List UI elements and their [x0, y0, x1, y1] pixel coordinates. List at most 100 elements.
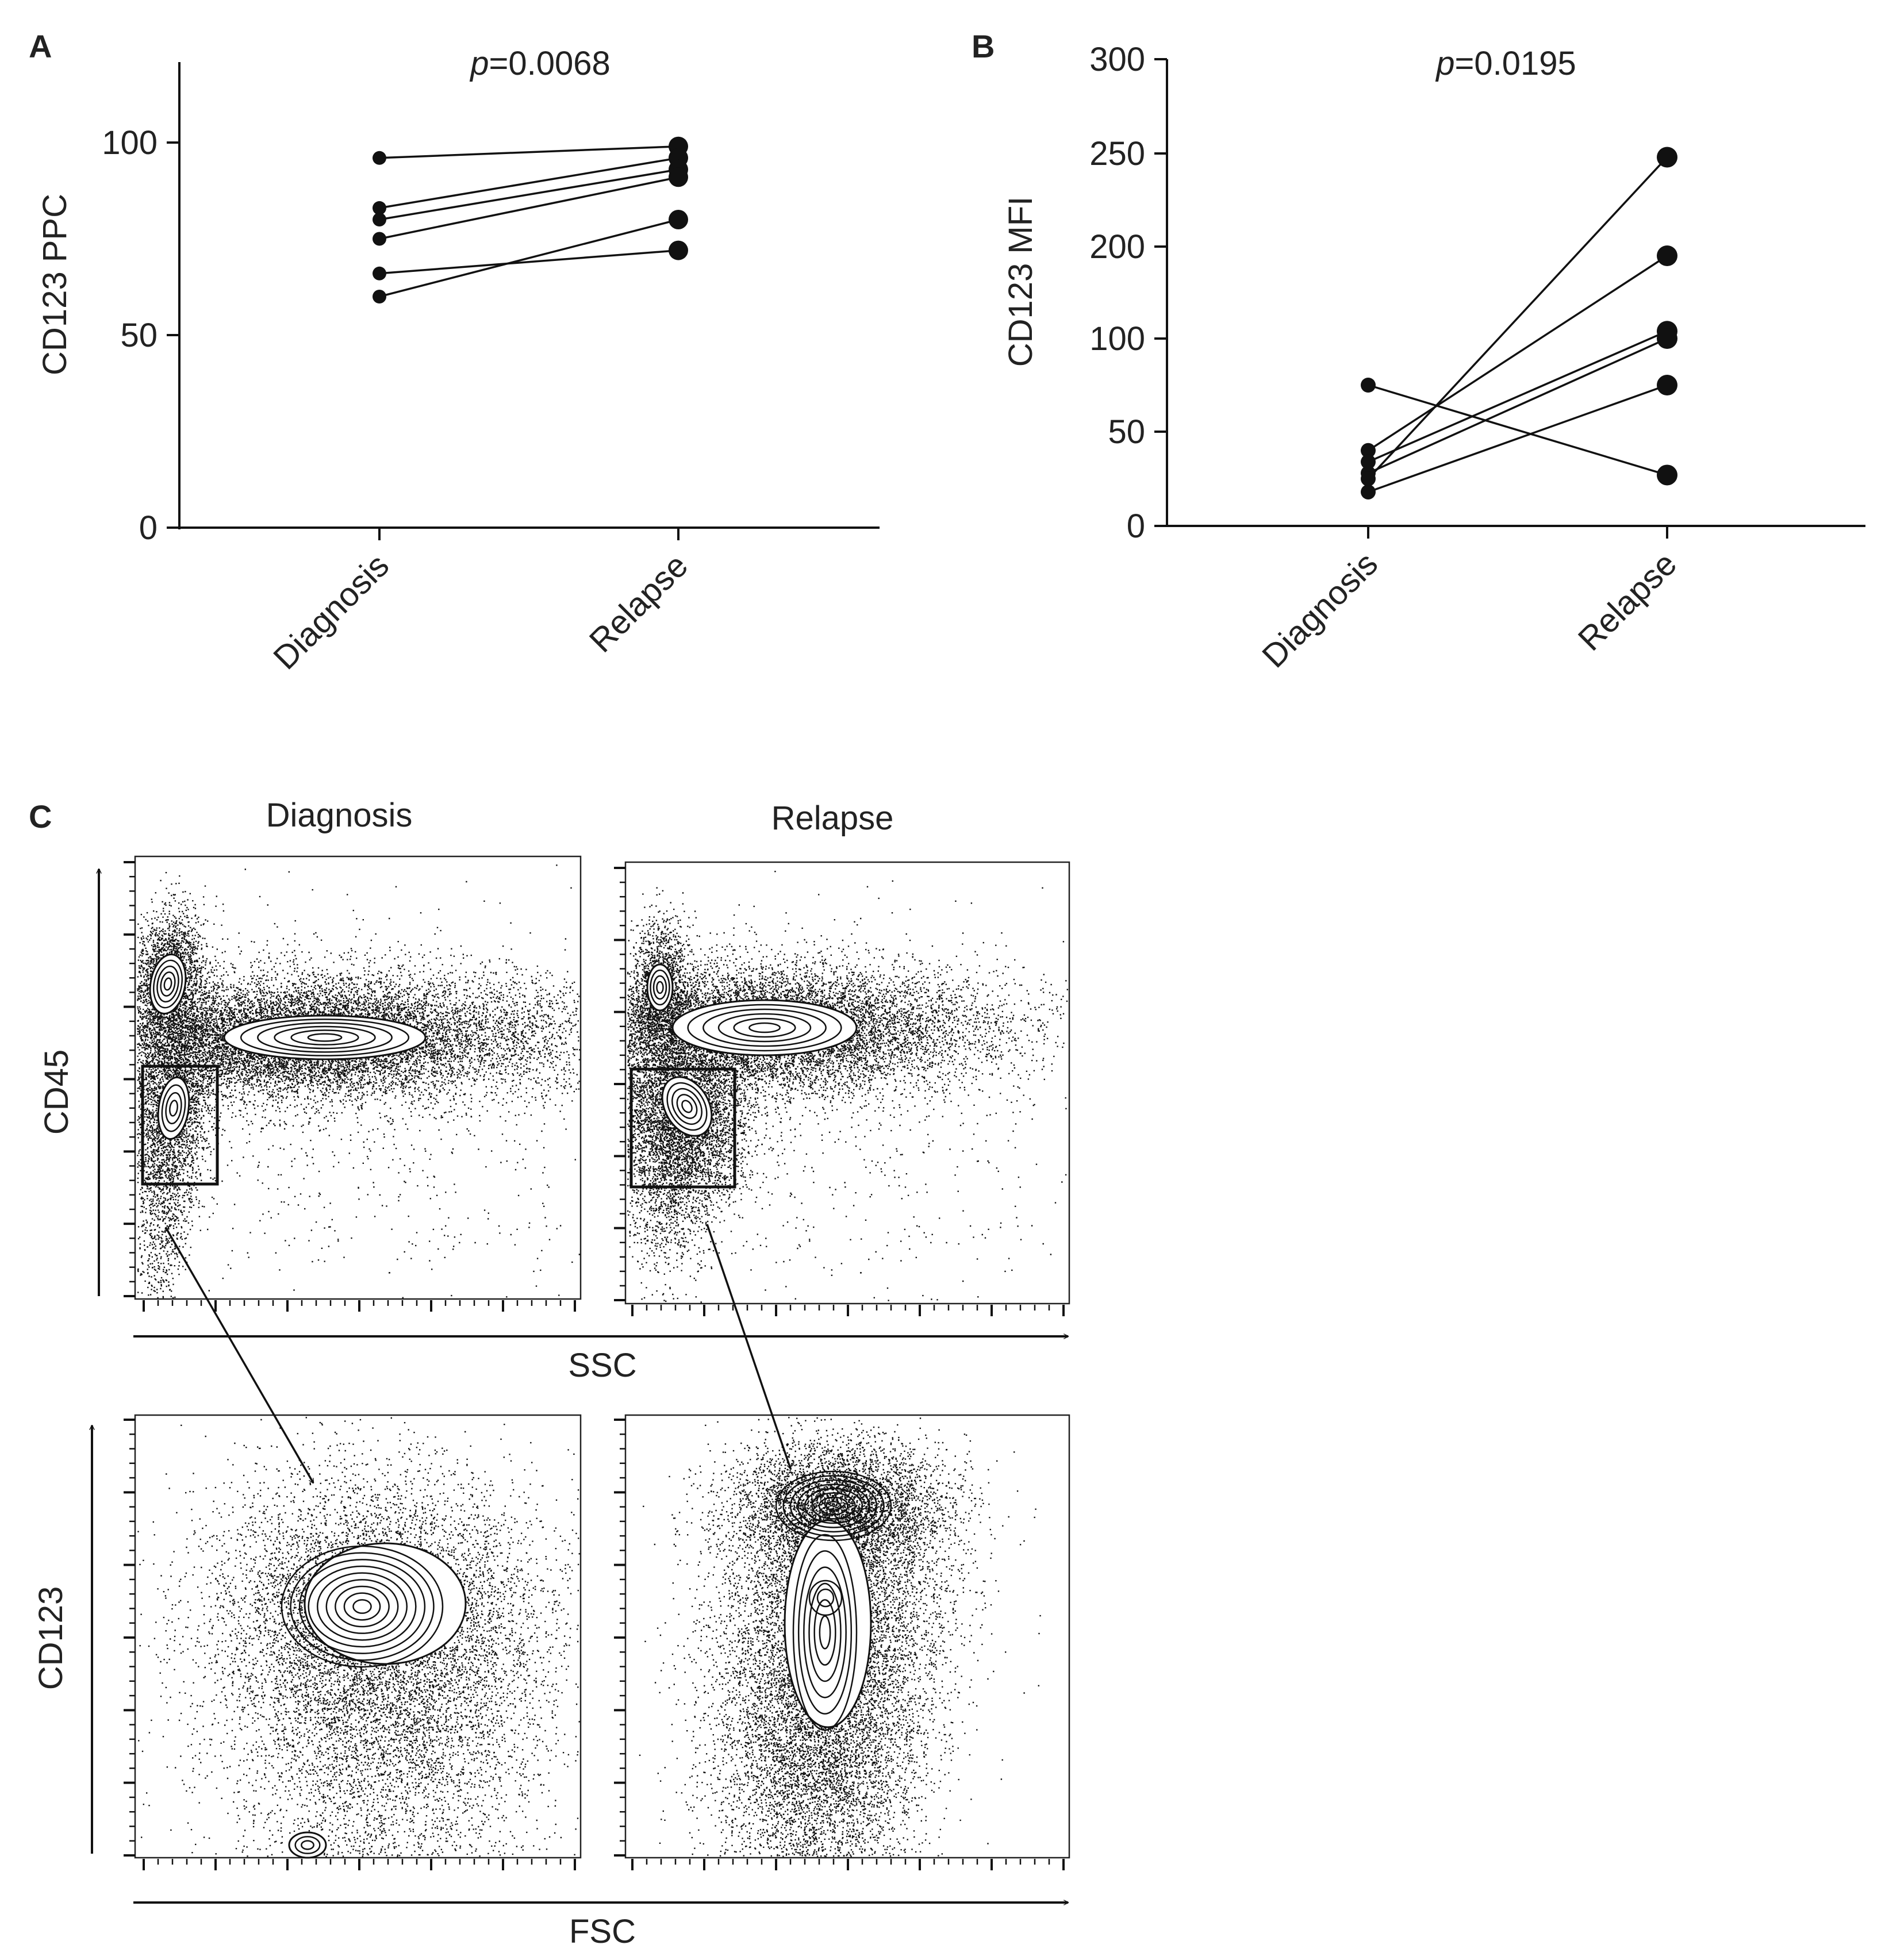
event-dots [627, 912, 1068, 1178]
b-ytick-label: 0 [1127, 508, 1145, 545]
panel-b-points [1361, 147, 1677, 499]
event-dots [669, 1417, 1036, 1643]
a-point-diagnosis [373, 213, 386, 226]
contour-relapse-lymph [650, 969, 670, 1006]
plot-diagnosis-cd45-ssc [134, 855, 582, 1300]
contour-relapse-cd123-tail [797, 1550, 853, 1715]
b-series-line [1368, 337, 1668, 474]
event-dots [644, 1500, 1039, 1857]
panel-c: C Diagnosis Relapse CD45 SSC CD123 FSC [29, 797, 1070, 1950]
contour-relapse-cd123-mid [808, 1579, 843, 1616]
fsc-axis-label: FSC [569, 1913, 636, 1950]
b-ytick-label: 250 [1089, 135, 1145, 172]
panel-b-x-ticks: Diagnosis Relapse [1255, 526, 1684, 675]
b-category-label: Diagnosis [1255, 545, 1385, 675]
panel-a-x-ticks: Diagnosis Relapse [266, 528, 695, 677]
contour-relapse-cd123-high [797, 1484, 870, 1528]
contour-relapse-cd123-high [826, 1501, 842, 1511]
panel-b-letter: B [972, 28, 995, 64]
ssc-axis-label: SSC [568, 1347, 636, 1384]
b-point-relapse [1657, 375, 1677, 395]
a-series-line [379, 249, 679, 275]
contour-diagnosis-cd123 [343, 1592, 381, 1621]
panel-c-contours [149, 954, 892, 1859]
b-point-diagnosis [1361, 454, 1376, 470]
contour-diagnosis-cd123 [316, 1572, 408, 1641]
contour-diagnosis-blast [157, 1077, 190, 1140]
panel-c-title-diagnosis: Diagnosis [266, 797, 413, 834]
contour-diagnosis-cd123 [290, 1552, 435, 1661]
b-ytick-label: 50 [1108, 413, 1145, 451]
panel-a-pvalue: p=0.0068 [469, 45, 611, 82]
cd123-axis-label: CD123 [32, 1586, 70, 1690]
b-point-relapse [1657, 328, 1677, 349]
panel-b-pvalue: p=0.0195 [1435, 45, 1576, 82]
contour-relapse-blast [661, 1076, 713, 1137]
contour-relapse-blast [681, 1100, 693, 1113]
panel-b-pvalue-num: =0.0195 [1454, 45, 1576, 82]
panel-a-y-ticks: 0 50 100 [102, 124, 179, 547]
b-ytick-label: 200 [1089, 228, 1145, 266]
contour-diagnosis-debris [288, 1831, 327, 1859]
b-series-line [1367, 156, 1668, 480]
panel-c-title-relapse: Relapse [771, 800, 894, 837]
a-point-diagnosis [373, 151, 386, 165]
contour-relapse-myeloid [733, 1017, 796, 1038]
contour-relapse-blast [666, 1082, 708, 1131]
contour-diagnosis-cd123 [298, 1559, 426, 1654]
a-series-line [379, 176, 679, 240]
contour-diagnosis-cd123 [325, 1579, 399, 1634]
panel-a-points [373, 136, 688, 303]
contour-relapse-myeloid [671, 999, 858, 1056]
contour-relapse-blast [671, 1087, 702, 1125]
contour-diagnosis-blast [165, 1092, 182, 1125]
b-category-label: Relapse [1571, 545, 1684, 658]
b-series-line [1368, 384, 1668, 476]
b-ytick-label: 100 [1089, 320, 1145, 358]
panel-a: A p=0.0068 CD123 PPC 0 50 100 Diagnosis Rel… [29, 28, 880, 677]
contour-diagnosis-cd123 [308, 1565, 417, 1648]
event-dots [627, 978, 801, 1275]
gate-relapse-blasts [629, 1067, 736, 1189]
a-point-relapse [669, 210, 688, 229]
contour-diagnosis-cd123 [352, 1599, 372, 1614]
contour-relapse-myeloid [702, 1008, 827, 1047]
b-point-relapse [1657, 245, 1677, 266]
panel-b-ylabel: CD123 MFI [1002, 197, 1039, 367]
contour-diagnosis-myeloid [274, 1025, 376, 1050]
panel-c-letter: C [29, 798, 52, 835]
a-point-diagnosis [373, 232, 386, 246]
b-point-diagnosis [1361, 378, 1376, 393]
panel-a-ylabel: CD123 PPC [36, 194, 74, 375]
contour-relapse-myeloid [717, 1013, 812, 1043]
contour-relapse-cd123-high [789, 1479, 878, 1533]
b-point-diagnosis [1361, 443, 1376, 458]
a-series-line [379, 145, 679, 159]
b-series-line [1368, 384, 1668, 493]
a-point-diagnosis [373, 290, 386, 303]
a-point-relapse [669, 240, 688, 260]
b-ytick-label: 300 [1089, 41, 1145, 78]
contour-diagnosis-myeloid [307, 1033, 343, 1042]
contour-diagnosis-myeloid [240, 1019, 410, 1056]
a-category-label: Diagnosis [266, 547, 396, 677]
panel-b-y-ticks: 0 50 100 200 250 300 [1089, 41, 1167, 545]
a-point-relapse [669, 167, 688, 187]
contour-relapse-lymph [646, 963, 674, 1012]
contour-relapse-myeloid [687, 1004, 842, 1052]
a-series-line [379, 157, 679, 209]
contour-relapse-cd123-high [811, 1492, 856, 1520]
b-point-relapse [1657, 464, 1677, 486]
contour-diagnosis-blast [169, 1100, 178, 1117]
contour-relapse-cd123-tail [808, 1582, 842, 1682]
a-ytick-label: 0 [139, 509, 158, 547]
a-series-line [379, 218, 679, 298]
event-dots [639, 1417, 1041, 1857]
event-dots [137, 1004, 214, 1299]
a-category-label: Relapse [582, 547, 695, 659]
contour-relapse-cd123-high [818, 1496, 849, 1516]
contour-relapse-cd123-tail [792, 1534, 858, 1731]
contour-relapse-cd123-high [782, 1475, 885, 1537]
contour-diagnosis-lymph [156, 965, 179, 1003]
